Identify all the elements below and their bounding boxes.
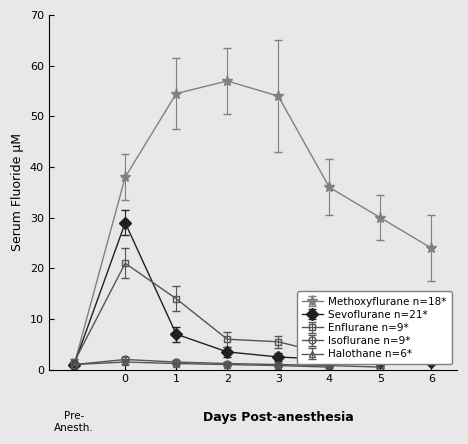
Text: Pre-
Anesth.: Pre- Anesth.: [54, 411, 94, 433]
Y-axis label: Serum Fluoride μM: Serum Fluoride μM: [11, 133, 24, 251]
Legend: Methoxyflurane n=18*, Sevoflurane n=21*, Enflurane n=9*, Isoflurane n=9*, Haloth: Methoxyflurane n=18*, Sevoflurane n=21*,…: [297, 292, 452, 365]
Text: Days Post-anesthesia: Days Post-anesthesia: [203, 411, 354, 424]
